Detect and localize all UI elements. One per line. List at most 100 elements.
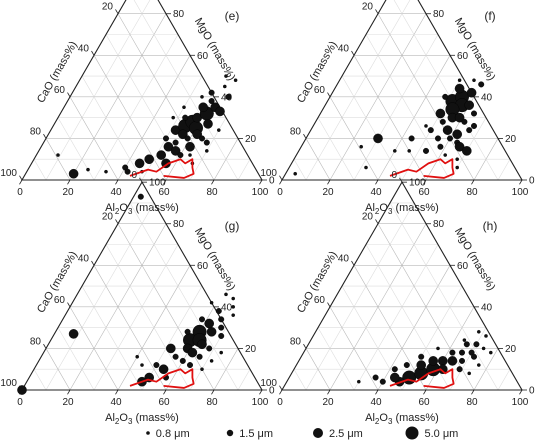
grid-line-al2o3: [449, 327, 487, 391]
tick-al2o3: [375, 389, 379, 395]
data-point: [455, 165, 460, 170]
data-point: [198, 102, 208, 113]
axis-title-mgo: MgO (mass%): [192, 226, 238, 293]
grid-line-cao: [377, 13, 475, 181]
tick-al2o3: [163, 179, 167, 185]
legend-label: 1.5 μm: [239, 428, 273, 440]
data-point: [484, 334, 488, 338]
data-point: [359, 144, 364, 149]
tick-label-cao: 100: [260, 168, 277, 179]
tick-label-cao: 60: [314, 295, 326, 306]
panel-label: (g): [225, 219, 240, 233]
data-point: [471, 353, 478, 360]
data-point: [435, 135, 442, 142]
grid-line-al2o3: [189, 117, 227, 181]
data-point: [461, 118, 468, 125]
data-point: [185, 141, 195, 152]
grid-line-cao: [329, 306, 379, 391]
tick-label-mgo: 100: [149, 178, 166, 189]
tick-label-cao: 100: [0, 378, 17, 389]
tick-al2o3: [115, 389, 119, 395]
data-point: [158, 364, 169, 375]
tick-al2o3: [327, 179, 331, 185]
data-point: [172, 353, 179, 360]
tick-al2o3: [423, 389, 427, 395]
data-point: [435, 108, 446, 119]
axis-title-mgo: MgO (mass%): [452, 16, 498, 83]
data-point: [222, 84, 227, 89]
tick-label-mgo: 60: [457, 51, 469, 62]
data-point: [437, 143, 444, 150]
grid-line-cao: [57, 327, 95, 391]
tick-cao: [327, 92, 331, 98]
data-point: [218, 332, 225, 339]
data-point: [208, 89, 215, 96]
data-point: [171, 115, 175, 120]
tick-cao: [67, 92, 71, 98]
tick-label-al2o3: 80: [466, 187, 478, 198]
data-point: [182, 114, 189, 121]
data-point: [439, 118, 446, 125]
grid-line-cao: [293, 159, 307, 181]
data-point: [461, 146, 472, 156]
axis-title-al2o3: Al2O3 (mass%): [105, 412, 179, 426]
data-point: [209, 300, 214, 305]
tick-al2o3: [19, 179, 23, 185]
grid-line-al2o3: [141, 285, 203, 391]
legend-item: 1.5 μm: [226, 428, 273, 440]
data-point: [392, 149, 397, 153]
data-point: [225, 93, 232, 100]
data-point: [182, 105, 186, 110]
grid-line-cao: [117, 223, 215, 391]
data-point: [457, 78, 462, 83]
tick-label-mgo: 0: [269, 386, 275, 397]
data-point: [449, 349, 456, 356]
tick-label-al2o3: 0: [17, 187, 23, 198]
tick-cao: [399, 177, 403, 183]
tick-al2o3: [211, 389, 215, 395]
data-point: [233, 78, 238, 83]
data-point: [403, 362, 410, 369]
data-point: [68, 168, 79, 179]
data-point: [231, 296, 235, 301]
data-point: [471, 110, 478, 117]
data-point: [140, 363, 144, 367]
data-point: [170, 146, 181, 156]
tick-cao: [19, 175, 23, 181]
tick-label-al2o3: 0: [277, 187, 283, 198]
boundary-line: [389, 158, 455, 179]
data-point: [454, 112, 465, 123]
data-point: [137, 193, 144, 200]
data-point: [177, 152, 184, 159]
tick-label-al2o3: 60: [158, 187, 170, 198]
data-point: [447, 356, 458, 366]
tick-label-cao: 20: [102, 212, 114, 223]
grid-line-cao: [365, 34, 451, 181]
data-point: [488, 350, 493, 355]
grid-line-al2o3: [305, 202, 415, 391]
tick-label-cao: 20: [362, 2, 374, 13]
tick-label-mgo: 0: [269, 176, 275, 187]
grid-line-cao: [81, 75, 143, 181]
grid-line-cao: [81, 285, 143, 391]
data-point: [454, 83, 465, 94]
tick-cao: [91, 260, 95, 266]
axis-title-al2o3: Al2O3 (mass%): [365, 412, 439, 426]
tick-al2o3: [375, 179, 379, 185]
data-point: [456, 366, 463, 373]
data-point: [68, 329, 79, 339]
data-point: [427, 127, 434, 134]
tick-label-al2o3: 80: [206, 397, 218, 408]
tick-label-mgo: 80: [433, 9, 445, 20]
tick-cao: [279, 175, 283, 181]
legend-marker: [146, 431, 150, 435]
scatter-points: [17, 193, 235, 395]
grid-line-cao: [45, 138, 71, 181]
data-point: [135, 354, 139, 359]
legend: 0.8 μm 1.5 μm 2.5 μm 5.0 μm: [146, 426, 458, 440]
data-point: [200, 95, 204, 99]
tick-cao: [115, 219, 119, 224]
legend-marker: [226, 429, 234, 437]
grid-line-al2o3: [93, 34, 179, 181]
